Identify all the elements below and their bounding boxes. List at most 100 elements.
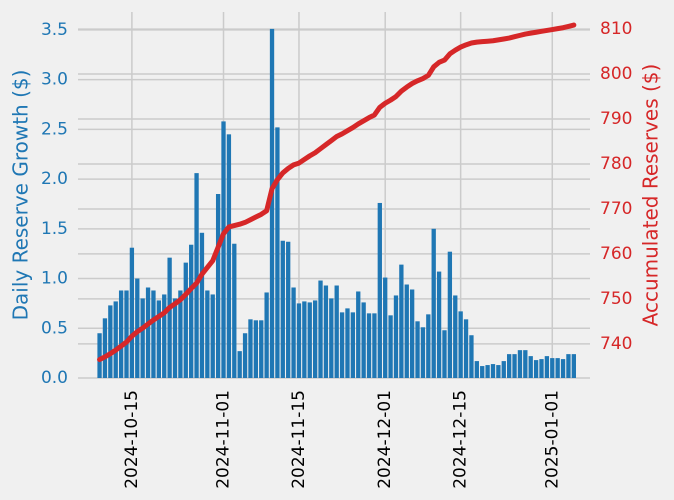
- bar: [393, 295, 399, 378]
- bar: [205, 290, 210, 378]
- bar: [237, 351, 242, 378]
- bar: [555, 358, 560, 378]
- bar: [399, 264, 404, 378]
- x-tick-label: 2024-10-15: [122, 390, 142, 489]
- bar: [280, 240, 285, 378]
- bar: [329, 298, 334, 378]
- bar: [221, 121, 226, 379]
- line: [97, 22, 577, 363]
- bar: [178, 290, 183, 378]
- bar: [447, 251, 453, 378]
- bar: [474, 361, 479, 378]
- bar: [318, 280, 323, 378]
- bar: [356, 291, 361, 378]
- y2-tick-label: 810: [600, 19, 632, 39]
- y-tick-label: 0.0: [41, 368, 68, 388]
- bar: [512, 354, 517, 378]
- bar: [442, 330, 447, 378]
- bar: [172, 298, 178, 378]
- y-tick-label: 1.5: [41, 219, 68, 239]
- bar: [463, 319, 469, 378]
- bar: [420, 327, 426, 378]
- y-tick-label: 3.5: [41, 20, 68, 40]
- bar: [312, 300, 318, 378]
- y-tick-label: 2.5: [41, 119, 68, 139]
- bar: [383, 277, 388, 378]
- bar: [167, 257, 172, 378]
- bar: [156, 300, 161, 378]
- bar: [194, 173, 199, 378]
- bar: [129, 247, 135, 378]
- bar: [334, 285, 339, 378]
- bar: [404, 284, 409, 378]
- bar: [296, 303, 302, 378]
- bar: [453, 295, 458, 378]
- y2-tick-label: 750: [600, 289, 632, 309]
- y2-tick-label: 740: [600, 334, 632, 354]
- y-tick-label: 1.0: [41, 269, 68, 289]
- y-tick-label: 2.0: [41, 169, 68, 189]
- x-tick-label: 2024-11-01: [214, 390, 234, 489]
- bar: [259, 320, 264, 378]
- bar: [372, 313, 377, 378]
- y-tick-label: 3.0: [41, 70, 68, 90]
- bar: [507, 354, 512, 378]
- y-tick-label: 0.5: [41, 318, 68, 338]
- bar: [286, 241, 291, 378]
- bar: [108, 305, 113, 378]
- bar: [366, 313, 372, 378]
- bar: [566, 354, 571, 378]
- bar: [458, 311, 463, 378]
- y2-tick-label: 780: [600, 154, 632, 174]
- y2-tick-label: 800: [600, 64, 632, 84]
- bar: [490, 364, 496, 378]
- bar: [113, 301, 118, 378]
- bar: [210, 294, 215, 378]
- bar: [388, 315, 393, 378]
- bar: [533, 360, 539, 378]
- bar: [436, 271, 442, 378]
- bar: [124, 290, 129, 378]
- bar: [140, 298, 145, 378]
- bar: [135, 278, 140, 378]
- bar: [302, 301, 307, 378]
- bar: [517, 350, 523, 378]
- bar: [523, 350, 528, 378]
- bar: [550, 358, 555, 378]
- y2-tick-label: 760: [600, 244, 632, 264]
- bar: [226, 134, 232, 378]
- bar: [145, 287, 151, 378]
- bar: [248, 319, 253, 378]
- bar: [539, 359, 544, 378]
- bar: [501, 361, 506, 378]
- bar: [431, 228, 436, 378]
- bar: [269, 28, 275, 379]
- bar: [151, 290, 156, 378]
- bar: [189, 244, 194, 378]
- bar: [253, 320, 259, 378]
- bar: [485, 365, 490, 378]
- bar: [118, 290, 124, 378]
- bar: [242, 333, 248, 378]
- y2-axis-label: Accumulated Reserves ($): [639, 64, 663, 327]
- bar: [162, 294, 167, 378]
- y-axis-label: Daily Reserve Growth ($): [9, 70, 33, 321]
- bar: [415, 321, 420, 378]
- y2-tick-label: 770: [600, 199, 632, 219]
- bar: [264, 292, 269, 378]
- bar: [339, 312, 345, 378]
- bar: [97, 333, 102, 378]
- bar: [291, 287, 296, 378]
- bar: [480, 366, 485, 378]
- bar: [496, 365, 501, 378]
- bar: [361, 302, 366, 378]
- bar: [232, 243, 237, 378]
- x-tick-label: 2025-01-01: [542, 390, 562, 489]
- x-tick-label: 2024-12-01: [375, 390, 395, 489]
- bar: [528, 356, 533, 378]
- bar: [544, 356, 550, 378]
- bar: [102, 318, 108, 378]
